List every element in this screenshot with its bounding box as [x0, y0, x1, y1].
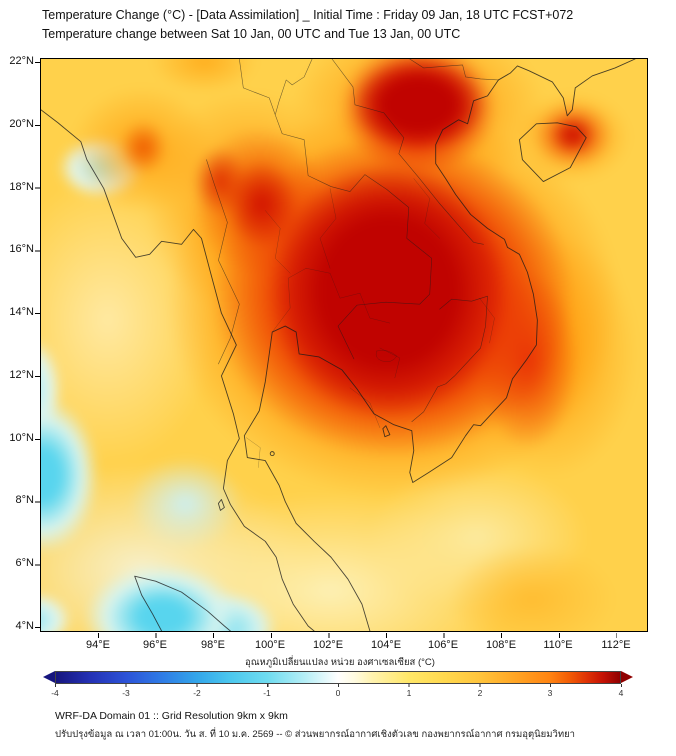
island-outlines [217, 425, 391, 511]
lat-tick-label: 16°N [9, 243, 34, 255]
coastline-west [41, 109, 315, 631]
map-canvas [40, 58, 648, 632]
colorbar-min-arrow [43, 671, 55, 683]
lat-tick-label: 6°N [15, 557, 34, 569]
sumatra-outline [134, 575, 231, 631]
lon-tick-label: 96°E [143, 639, 167, 651]
latitude-axis: 22°N 20°N 18°N 16°N 14°N 12°N 10°N 8°N 6… [0, 55, 37, 632]
lat-tick-label: 10°N [9, 432, 34, 444]
colorbar-tick-label: 3 [547, 688, 553, 698]
lat-tick-label: 20°N [9, 118, 34, 130]
longitude-ticks [98, 633, 617, 638]
colorbar-tick-label: -3 [122, 688, 130, 698]
lat-tick-label: 12°N [9, 369, 34, 381]
colorbar-max-arrow [621, 671, 633, 683]
hainan-island-outline [518, 122, 587, 183]
lon-tick-label: 98°E [201, 639, 225, 651]
lon-tick-label: 104°E [370, 639, 402, 651]
country-borders [206, 59, 499, 423]
lon-tick-label: 106°E [427, 639, 459, 651]
lon-tick-label: 100°E [254, 639, 286, 651]
colorbar-tick-label: -4 [51, 688, 59, 698]
colorbar-tick-label: 2 [477, 688, 483, 698]
colorbar: -4 -3 -2 -1 0 1 2 3 4 [43, 671, 633, 703]
colorbar-tick-label: -1 [263, 688, 271, 698]
lon-tick-label: 102°E [312, 639, 344, 651]
lat-tick-label: 14°N [9, 306, 34, 318]
coastline-borders-overlay [41, 59, 636, 631]
colorbar-tick-label: -2 [193, 688, 201, 698]
lon-tick-label: 112°E [601, 639, 631, 651]
lon-tick-label: 110°E [543, 639, 573, 651]
lon-tick-label: 94°E [86, 639, 110, 651]
colorbar-tick-label: 0 [335, 688, 341, 698]
province-borders [246, 178, 495, 468]
longitude-axis: 94°E 96°E 98°E 100°E 102°E 104°E 106°E 1… [40, 639, 648, 653]
footer-update-info: ปรับปรุงข้อมูล ณ เวลา 01:00น. วัน ส. ที่… [55, 729, 575, 740]
lon-tick-label: 108°E [485, 639, 517, 651]
colorbar-tickmarks [55, 684, 622, 687]
lat-tick-label: 4°N [15, 620, 34, 632]
page-subtitle: Temperature change between Sat 10 Jan, 0… [42, 27, 461, 41]
lat-tick-label: 8°N [15, 494, 34, 506]
colorbar-tick-label: 1 [406, 688, 412, 698]
lat-tick-label: 22°N [9, 55, 34, 67]
page-title: Temperature Change (°C) - [Data Assimila… [42, 8, 574, 22]
temperature-field [41, 59, 647, 631]
colorbar-title: อุณหภูมิเปลี่ยนแปลง หน่วย องศาเซลเซียส (… [245, 657, 435, 668]
coastline-east [243, 59, 636, 631]
colorbar-tick-label: 4 [618, 688, 624, 698]
lat-tick-label: 18°N [9, 181, 34, 193]
latitude-ticks [35, 62, 40, 629]
colorbar-gradient [55, 671, 621, 684]
footer-domain-info: WRF-DA Domain 01 :: Grid Resolution 9km … [55, 710, 288, 722]
